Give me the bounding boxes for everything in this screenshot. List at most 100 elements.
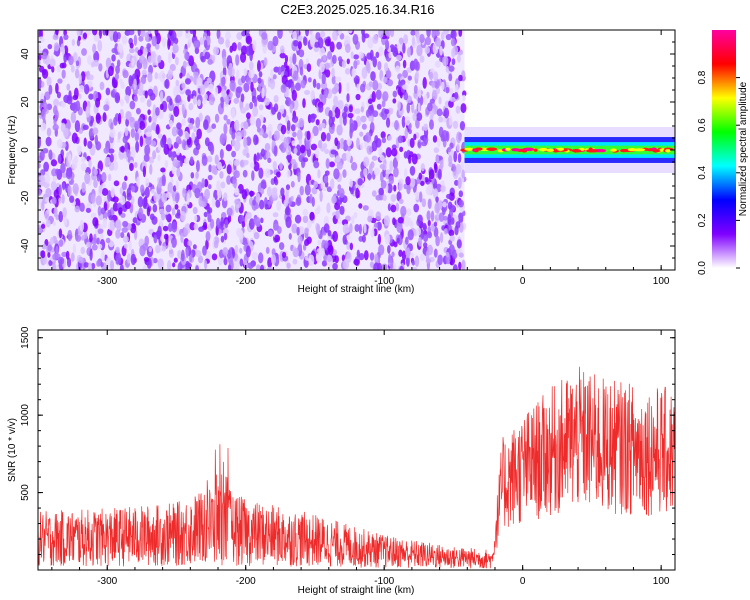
noise-cell <box>55 30 59 36</box>
noise-cell <box>97 205 102 216</box>
noise-cell <box>393 166 399 178</box>
noise-cell <box>256 152 260 162</box>
noise-cell <box>253 217 257 224</box>
noise-cell <box>231 138 236 147</box>
noise-cell <box>163 233 169 240</box>
noise-cell <box>180 249 185 262</box>
noise-cell <box>447 146 452 153</box>
noise-cell <box>317 37 324 49</box>
noise-cell <box>70 252 75 262</box>
noise-cell <box>168 242 173 251</box>
noise-cell <box>297 243 303 251</box>
noise-cell <box>121 35 128 45</box>
noise-cell <box>235 69 240 82</box>
noise-cell <box>430 210 435 222</box>
noise-cell <box>280 187 285 197</box>
noise-cell <box>343 106 348 113</box>
noise-cell <box>170 236 177 248</box>
noise-cell <box>115 65 120 74</box>
noise-cell <box>272 74 277 80</box>
colorbar-tick-label: 0.2 <box>697 213 708 227</box>
noise-cell <box>332 54 337 64</box>
noise-cell <box>432 188 439 199</box>
noise-cell <box>249 60 254 71</box>
noise-cell <box>316 223 321 236</box>
noise-cell <box>285 184 291 190</box>
noise-cell <box>319 46 326 57</box>
noise-cell <box>449 235 455 242</box>
noise-cell <box>365 132 372 143</box>
noise-cell <box>459 120 466 131</box>
x-tick-label: -300 <box>97 576 117 587</box>
noise-cell <box>375 51 380 59</box>
noise-cell <box>202 245 207 256</box>
noise-cell <box>61 69 66 79</box>
colorbar-tick-label: 0.4 <box>697 165 708 179</box>
noise-cell <box>326 254 333 262</box>
noise-cell <box>128 47 135 54</box>
noise-cell <box>44 209 49 221</box>
noise-cell <box>271 248 276 256</box>
noise-cell <box>197 99 201 107</box>
noise-cell <box>346 234 351 240</box>
noise-cell <box>247 262 254 270</box>
noise-cell <box>289 103 293 114</box>
noise-cell <box>80 71 86 82</box>
noise-cell <box>273 130 280 141</box>
noise-cell <box>245 245 251 258</box>
noise-cell <box>78 85 85 93</box>
noise-cell <box>119 98 124 107</box>
noise-cell <box>179 72 183 79</box>
noise-cell <box>57 154 62 164</box>
noise-cell <box>134 120 140 130</box>
noise-cell <box>292 161 298 170</box>
noise-cell <box>316 82 321 90</box>
noise-cell <box>93 233 97 244</box>
noise-cell <box>385 70 392 79</box>
noise-cell <box>356 249 360 258</box>
noise-cell <box>452 264 458 270</box>
noise-cell <box>128 30 135 36</box>
noise-cell <box>249 115 256 126</box>
noise-cell <box>118 78 123 84</box>
noise-cell <box>172 262 176 268</box>
noise-cell <box>190 172 195 179</box>
noise-cell <box>445 251 450 258</box>
noise-cell <box>304 227 310 234</box>
noise-cell <box>302 215 309 224</box>
noise-cell <box>304 184 311 196</box>
noise-cell <box>413 58 419 70</box>
noise-cell <box>449 96 456 102</box>
signal-peak <box>610 148 617 152</box>
snr-x-label: Height of straight line (km) <box>298 585 415 596</box>
noise-cell <box>43 161 50 172</box>
noise-cell <box>448 73 453 82</box>
noise-cell <box>365 59 370 72</box>
noise-cell <box>384 233 391 245</box>
noise-cell <box>257 83 262 93</box>
noise-cell <box>220 76 226 87</box>
noise-cell <box>274 178 279 186</box>
noise-cell <box>280 124 287 135</box>
noise-cell <box>226 164 232 175</box>
noise-cell <box>52 123 59 131</box>
noise-cell <box>60 43 65 53</box>
noise-cell <box>426 30 431 38</box>
noise-cell <box>40 81 45 88</box>
noise-cell <box>392 90 398 98</box>
noise-cell <box>140 75 147 85</box>
noise-cell <box>46 127 52 137</box>
noise-cell <box>173 105 180 118</box>
noise-cell <box>167 182 174 194</box>
noise-cell <box>110 187 116 198</box>
noise-cell <box>142 47 148 56</box>
noise-cell <box>155 244 161 254</box>
noise-cell <box>107 65 114 77</box>
noise-cell <box>63 215 68 226</box>
noise-cell <box>453 150 458 163</box>
noise-cell <box>206 155 213 162</box>
noise-cell <box>78 256 84 264</box>
noise-cell <box>97 243 103 250</box>
noise-cell <box>241 30 247 37</box>
